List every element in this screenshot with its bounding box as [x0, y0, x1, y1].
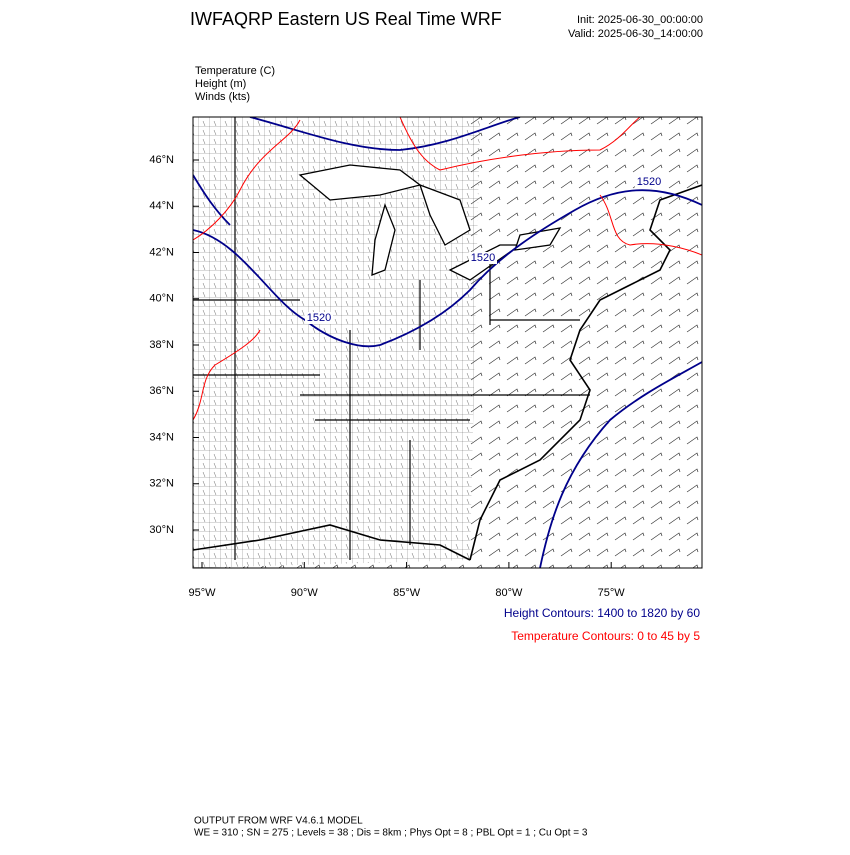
footer-line: OUTPUT FROM WRF V4.6.1 MODEL	[194, 816, 363, 827]
lat-label: 44°N	[149, 200, 174, 212]
field-label: Winds (kts)	[195, 91, 250, 103]
field-label: Height (m)	[195, 78, 246, 90]
lat-label: 34°N	[149, 431, 174, 443]
contour-label: 1520	[637, 176, 661, 188]
height-legend: Height Contours: 1400 to 1820 by 60	[504, 606, 700, 620]
lat-label: 30°N	[149, 524, 174, 536]
contour-label: 1520	[307, 312, 331, 324]
field-label: Temperature (C)	[195, 65, 275, 77]
lon-label: 90°W	[291, 587, 319, 599]
lat-label: 32°N	[149, 478, 174, 490]
lat-label: 42°N	[149, 246, 174, 258]
contour-label: 1520	[471, 252, 495, 264]
valid-time: Valid: 2025-06-30_14:00:00	[568, 28, 703, 40]
map-area	[193, 117, 702, 568]
init-time: Init: 2025-06-30_00:00:00	[577, 14, 703, 26]
contour-labels: 1520 1520 1520	[305, 176, 663, 324]
lon-label: 85°W	[393, 587, 421, 599]
lon-label: 75°W	[598, 587, 626, 599]
lat-label: 46°N	[149, 154, 174, 166]
footer-line: WE = 310 ; SN = 275 ; Levels = 38 ; Dis …	[194, 828, 588, 839]
title: IWFAQRP Eastern US Real Time WRF	[190, 9, 502, 29]
lat-label: 38°N	[149, 339, 174, 351]
map-frame	[192, 116, 703, 569]
lat-label: 40°N	[149, 293, 174, 305]
lat-label: 36°N	[149, 385, 174, 397]
lon-label: 80°W	[495, 587, 523, 599]
temperature-legend: Temperature Contours: 0 to 45 by 5	[511, 629, 700, 643]
lon-label: 95°W	[188, 587, 216, 599]
